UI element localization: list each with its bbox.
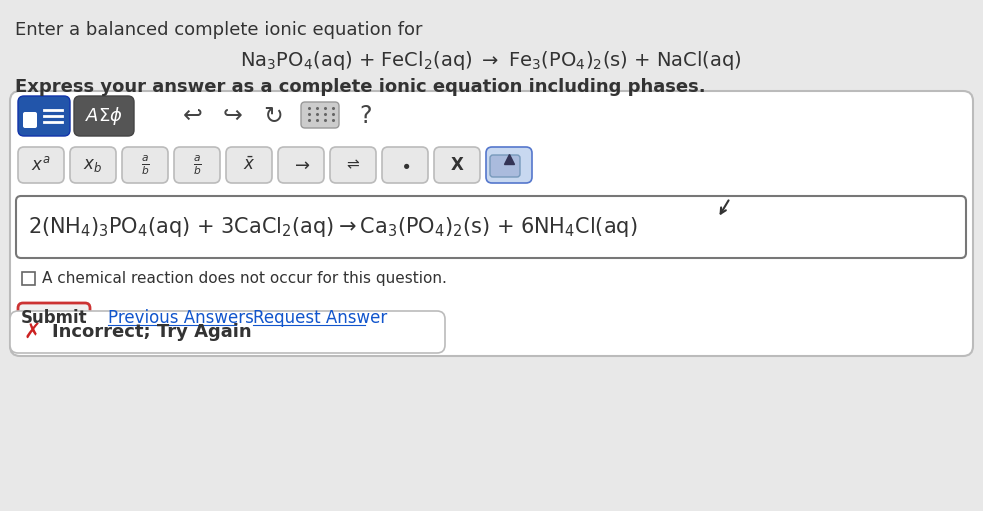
Text: $\rightarrow$: $\rightarrow$ [291,156,311,174]
Text: ↩: ↩ [183,104,202,128]
Bar [22,272,35,285]
Text: $x^a$: $x^a$ [31,156,51,174]
Text: $\mathbf{X}$: $\mathbf{X}$ [450,156,464,174]
FancyBboxPatch shape [301,102,339,128]
Text: $\rightleftharpoons$: $\rightleftharpoons$ [344,157,362,173]
FancyBboxPatch shape [486,147,532,183]
Text: Enter a balanced complete ionic equation for: Enter a balanced complete ionic equation… [15,21,423,39]
FancyBboxPatch shape [74,96,134,136]
FancyBboxPatch shape [18,147,64,183]
FancyBboxPatch shape [23,112,37,128]
Text: $\frac{a}{b}$: $\frac{a}{b}$ [193,153,202,177]
FancyBboxPatch shape [10,311,445,353]
Text: Na$_3$PO$_4$(aq) + FeCl$_2$(aq) $\rightarrow$ Fe$_3$(PO$_4$)$_2$(s) + NaCl(aq): Na$_3$PO$_4$(aq) + FeCl$_2$(aq) $\righta… [240,49,742,72]
Text: $\frac{a}{b}$: $\frac{a}{b}$ [141,153,149,177]
FancyBboxPatch shape [18,303,90,333]
FancyBboxPatch shape [10,91,973,356]
FancyBboxPatch shape [226,147,272,183]
FancyBboxPatch shape [122,147,168,183]
Text: $A\Sigma\phi$: $A\Sigma\phi$ [86,105,123,127]
Text: ?: ? [360,104,373,128]
FancyBboxPatch shape [174,147,220,183]
FancyBboxPatch shape [278,147,324,183]
FancyBboxPatch shape [382,147,428,183]
FancyBboxPatch shape [16,196,966,258]
Text: $x_b$: $x_b$ [84,156,102,174]
FancyBboxPatch shape [18,96,70,136]
FancyBboxPatch shape [70,147,116,183]
Text: Submit: Submit [21,309,87,327]
Text: Incorrect; Try Again: Incorrect; Try Again [52,323,252,341]
Text: Previous Answers: Previous Answers [108,309,254,327]
Text: Express your answer as a complete ionic equation including phases.: Express your answer as a complete ionic … [15,78,706,96]
FancyBboxPatch shape [490,155,520,177]
Text: A chemical reaction does not occur for this question.: A chemical reaction does not occur for t… [42,271,447,286]
Text: $\bullet$: $\bullet$ [400,156,410,174]
Text: 2(NH$_4$)$_3$PO$_4$(aq) + 3CaCl$_2$(aq)$\rightarrow$Ca$_3$(PO$_4$)$_2$(s) + 6NH$: 2(NH$_4$)$_3$PO$_4$(aq) + 3CaCl$_2$(aq)$… [28,215,637,239]
Text: ✗: ✗ [24,322,40,342]
Text: Request Answer: Request Answer [253,309,387,327]
FancyBboxPatch shape [434,147,480,183]
Text: $\bar{x}$: $\bar{x}$ [243,156,256,174]
Text: ↻: ↻ [263,104,283,128]
Text: ↪: ↪ [223,104,243,128]
FancyBboxPatch shape [330,147,376,183]
